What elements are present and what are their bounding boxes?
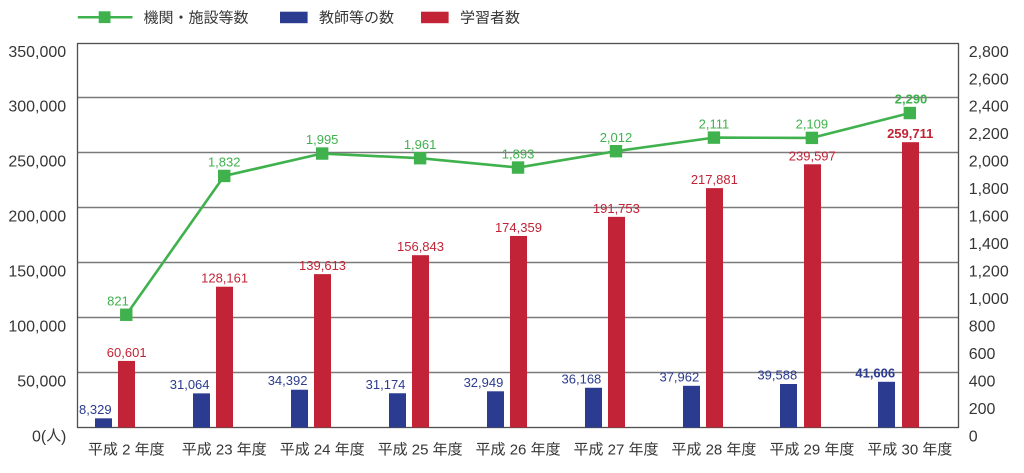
svg-text:30: 30: [901, 442, 918, 459]
svg-text:60,601: 60,601: [107, 345, 147, 360]
svg-text:1,200: 1,200: [969, 264, 1009, 281]
svg-text:34,392: 34,392: [268, 373, 308, 388]
svg-text:23: 23: [216, 442, 233, 459]
svg-text:191,753: 191,753: [593, 201, 640, 216]
svg-text:31,064: 31,064: [170, 377, 210, 392]
svg-text:24: 24: [314, 442, 331, 459]
svg-text:1,961: 1,961: [404, 137, 437, 152]
svg-text:): ): [61, 428, 66, 445]
svg-text:32,949: 32,949: [464, 375, 504, 390]
svg-text:800: 800: [969, 318, 996, 335]
svg-text:200: 200: [969, 401, 996, 418]
svg-text:174,359: 174,359: [495, 220, 542, 235]
svg-text:1,832: 1,832: [208, 155, 241, 170]
svg-text:36,168: 36,168: [562, 371, 602, 386]
svg-text:2,000: 2,000: [969, 154, 1009, 171]
svg-text:1,400: 1,400: [969, 236, 1009, 253]
svg-text:2,800: 2,800: [969, 44, 1009, 61]
svg-text:821: 821: [107, 293, 129, 308]
svg-text:400: 400: [969, 373, 996, 390]
svg-text:26: 26: [510, 442, 527, 459]
svg-text:200,000: 200,000: [8, 209, 66, 226]
svg-text:0(: 0(: [32, 428, 47, 445]
svg-text:350,000: 350,000: [8, 44, 66, 61]
svg-text:100,000: 100,000: [8, 318, 66, 335]
svg-text:250,000: 250,000: [8, 154, 66, 171]
svg-text:150,000: 150,000: [8, 264, 66, 281]
svg-text:50,000: 50,000: [17, 373, 66, 390]
svg-text:139,613: 139,613: [299, 258, 346, 273]
svg-text:2,200: 2,200: [969, 126, 1009, 143]
svg-text:2,012: 2,012: [600, 130, 633, 145]
svg-text:1,600: 1,600: [969, 209, 1009, 226]
svg-text:1,893: 1,893: [502, 146, 535, 161]
svg-text:39,588: 39,588: [757, 368, 797, 383]
svg-text:300,000: 300,000: [8, 99, 66, 116]
svg-text:600: 600: [969, 346, 996, 363]
svg-text:1,000: 1,000: [969, 291, 1009, 308]
svg-text:37,962: 37,962: [659, 369, 699, 384]
svg-text:259,711: 259,711: [887, 126, 933, 141]
svg-text:1,995: 1,995: [306, 132, 339, 147]
svg-text:31,174: 31,174: [366, 377, 406, 392]
svg-text:8,329: 8,329: [79, 402, 112, 417]
svg-text:217,881: 217,881: [691, 172, 738, 187]
svg-text:1,800: 1,800: [969, 181, 1009, 198]
svg-text:29: 29: [804, 442, 821, 459]
svg-text:27: 27: [608, 442, 625, 459]
svg-text:2: 2: [122, 442, 130, 459]
svg-text:2,600: 2,600: [969, 71, 1009, 88]
svg-text:0: 0: [969, 428, 978, 445]
svg-text:2,290: 2,290: [895, 92, 928, 107]
svg-text:156,843: 156,843: [397, 239, 444, 254]
svg-text:28: 28: [706, 442, 723, 459]
svg-text:128,161: 128,161: [201, 271, 248, 286]
svg-text:2,400: 2,400: [969, 99, 1009, 116]
svg-text:41,606: 41,606: [855, 365, 895, 380]
svg-text:2,109: 2,109: [796, 117, 829, 132]
svg-text:25: 25: [412, 442, 429, 459]
svg-text:239,597: 239,597: [789, 148, 836, 163]
svg-text:2,111: 2,111: [699, 116, 730, 131]
